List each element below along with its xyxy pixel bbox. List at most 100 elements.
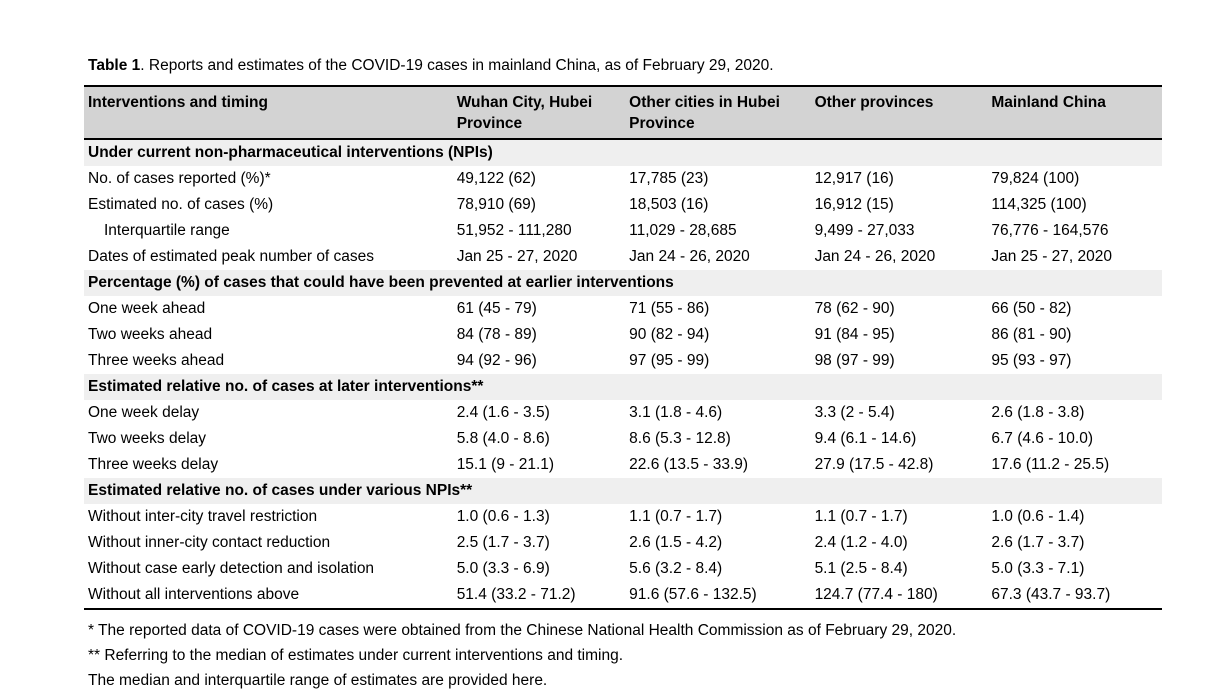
covid-estimates-table: Interventions and timing Wuhan City, Hub…: [84, 85, 1162, 610]
cell-value: 22.6 (13.5 - 33.9): [629, 456, 749, 473]
cell-value: 11,029 - 28,685: [629, 222, 737, 239]
cell-value: 2.5 (1.7 - 3.7): [456, 534, 550, 551]
column-header-interventions-and-timing: Interventions and timing: [88, 94, 268, 111]
cell-value: 49,122 (62): [456, 170, 536, 187]
cell-value: 66 (50 - 82): [991, 300, 1072, 317]
cell-value: 2.4 (1.6 - 3.5): [456, 404, 550, 421]
cell-value: 6.7 (4.6 - 10.0): [991, 430, 1094, 447]
cell-value: 8.6 (5.3 - 12.8): [629, 430, 731, 447]
table-row: One week delay 2.4 (1.6 - 3.5) 3.1 (1.8 - …: [84, 400, 1162, 426]
cell-value: 12,917 (16): [814, 170, 894, 187]
cell-value: 67.3 (43.7 - 93.7): [991, 586, 1111, 603]
row-label: Dates of estimated peak number of cases: [88, 248, 375, 265]
cell-value: 17.6 (11.2 - 25.5): [991, 456, 1110, 473]
cell-value: 9.4 (6.1 - 14.6): [814, 430, 917, 447]
table-row: Dates of estimated peak number of cases J…: [84, 244, 1162, 270]
cell-value: 18,503 (16): [629, 196, 709, 213]
table-row: Two weeks ahead 84 (78 - 89) 90 (82 - 94) 9…: [84, 322, 1162, 348]
cell-value: 71 (55 - 86): [629, 300, 710, 317]
section-header-label: Estimated relative no. of cases at later…: [84, 374, 1162, 400]
table-row: One week ahead 61 (45 - 79) 71 (55 - 86) 78…: [84, 296, 1162, 322]
document-page: Table 1. Reports and estimates of the CO…: [84, 56, 1162, 693]
row-label: Two weeks ahead: [88, 326, 213, 343]
table-row: Interquartile range 51,952 - 111,280 11,02…: [84, 218, 1162, 244]
row-label: Without case early detection and isolati…: [88, 560, 375, 577]
cell-value: 79,824 (100): [991, 170, 1080, 187]
cell-value: 2.6 (1.5 - 4.2): [629, 534, 723, 551]
footnotes-block: * The reported data of COVID-19 cases we…: [84, 618, 1162, 693]
cell-value: 84 (78 - 89): [456, 326, 537, 343]
cell-value: 2.4 (1.2 - 4.0): [814, 534, 908, 551]
section-header-row: Percentage (%) of cases that could have …: [84, 270, 1162, 296]
cell-value: 2.6 (1.7 - 3.7): [991, 534, 1085, 551]
cell-value: 15.1 (9 - 21.1): [456, 456, 555, 473]
cell-value: 98 (97 - 99): [814, 352, 895, 369]
cell-value: 51,952 - 111,280: [456, 222, 572, 239]
cell-value: 91.6 (57.6 - 132.5): [629, 586, 757, 603]
table-row: No. of cases reported (%)* 49,122 (62) 17,…: [84, 166, 1162, 192]
section-header-row: Under current non-pharmaceutical interve…: [84, 139, 1162, 166]
cell-value: 78,910 (69): [456, 196, 536, 213]
row-label: Estimated no. of cases (%): [88, 196, 274, 213]
column-header-wuhan-city: Wuhan City, Hubei Province: [456, 94, 593, 132]
cell-value: 86 (81 - 90): [991, 326, 1072, 343]
cell-value: 16,912 (15): [814, 196, 894, 213]
section-header-row: Estimated relative no. of cases at later…: [84, 374, 1162, 400]
cell-value: 5.1 (2.5 - 8.4): [814, 560, 908, 577]
row-label: No. of cases reported (%)*: [88, 170, 271, 187]
section-header-label: Percentage (%) of cases that could have …: [84, 270, 1162, 296]
cell-value: 5.0 (3.3 - 7.1): [991, 560, 1085, 577]
column-header-mainland-china: Mainland China: [991, 94, 1106, 111]
column-header-other-provinces: Other provinces: [814, 94, 934, 111]
cell-value: 5.0 (3.3 - 6.9): [456, 560, 550, 577]
cell-value: 1.1 (0.7 - 1.7): [814, 508, 908, 525]
cell-value: Jan 24 - 26, 2020: [629, 248, 750, 265]
cell-value: 2.6 (1.8 - 3.8): [991, 404, 1085, 421]
cell-value: 3.1 (1.8 - 4.6): [629, 404, 723, 421]
cell-value: 61 (45 - 79): [456, 300, 537, 317]
cell-value: Jan 24 - 26, 2020: [814, 248, 936, 265]
cell-value: 76,776 - 164,576: [991, 222, 1109, 239]
section-header-row: Estimated relative no. of cases under va…: [84, 478, 1162, 504]
cell-value: 9,499 - 27,033: [814, 222, 915, 239]
table-caption: Table 1. Reports and estimates of the CO…: [88, 56, 1162, 76]
row-label: One week delay: [88, 404, 200, 421]
cell-value: 51.4 (33.2 - 71.2): [456, 586, 576, 603]
table-header: Interventions and timing Wuhan City, Hub…: [84, 86, 1162, 139]
cell-value: 3.3 (2 - 5.4): [814, 404, 895, 421]
table-row: Without all interventions above 51.4 (33.…: [84, 582, 1162, 609]
cell-value: 114,325 (100): [991, 196, 1087, 213]
table-header-row: Interventions and timing Wuhan City, Hub…: [84, 86, 1162, 139]
row-label: Three weeks ahead: [88, 352, 225, 369]
table-row: Estimated no. of cases (%) 78,910 (69) 18,…: [84, 192, 1162, 218]
row-label: Without inner-city contact reduction: [88, 534, 331, 551]
footnote-referring-median: ** Referring to the median of estimates …: [88, 647, 624, 664]
table-row: Three weeks delay 15.1 (9 - 21.1) 22.6 (13…: [84, 452, 1162, 478]
row-label: One week ahead: [88, 300, 206, 317]
table-body: Under current non-pharmaceutical interve…: [84, 139, 1162, 609]
table-row: Three weeks ahead 94 (92 - 96) 97 (95 - 99…: [84, 348, 1162, 374]
table-caption-label: Table 1: [88, 57, 141, 74]
cell-value: 27.9 (17.5 - 42.8): [814, 456, 934, 473]
row-label: Without all interventions above: [88, 586, 300, 603]
table-row: Without case early detection and isolati…: [84, 556, 1162, 582]
cell-value: Jan 25 - 27, 2020: [456, 248, 578, 265]
table-row: Without inner-city contact reduction 2.5 …: [84, 530, 1162, 556]
cell-value: 97 (95 - 99): [629, 352, 710, 369]
cell-value: 95 (93 - 97): [991, 352, 1072, 369]
table-row: Without inter-city travel restriction 1.0…: [84, 504, 1162, 530]
footnote-median-iqr: The median and interquartile range of es…: [88, 672, 548, 689]
cell-value: 1.0 (0.6 - 1.4): [991, 508, 1085, 525]
table-caption-text: . Reports and estimates of the COVID-19 …: [140, 57, 774, 74]
cell-value: 78 (62 - 90): [814, 300, 895, 317]
cell-value: Jan 25 - 27, 2020: [991, 248, 1112, 265]
cell-value: 90 (82 - 94): [629, 326, 710, 343]
column-header-other-cities-hubei: Other cities in Hubei Province: [629, 94, 780, 132]
cell-value: 91 (84 - 95): [814, 326, 895, 343]
cell-value: 124.7 (77.4 - 180): [814, 586, 938, 603]
row-label: Three weeks delay: [88, 456, 219, 473]
row-label: Two weeks delay: [88, 430, 207, 447]
cell-value: 1.0 (0.6 - 1.3): [456, 508, 550, 525]
section-header-label: Estimated relative no. of cases under va…: [84, 478, 1162, 504]
cell-value: 94 (92 - 96): [456, 352, 537, 369]
